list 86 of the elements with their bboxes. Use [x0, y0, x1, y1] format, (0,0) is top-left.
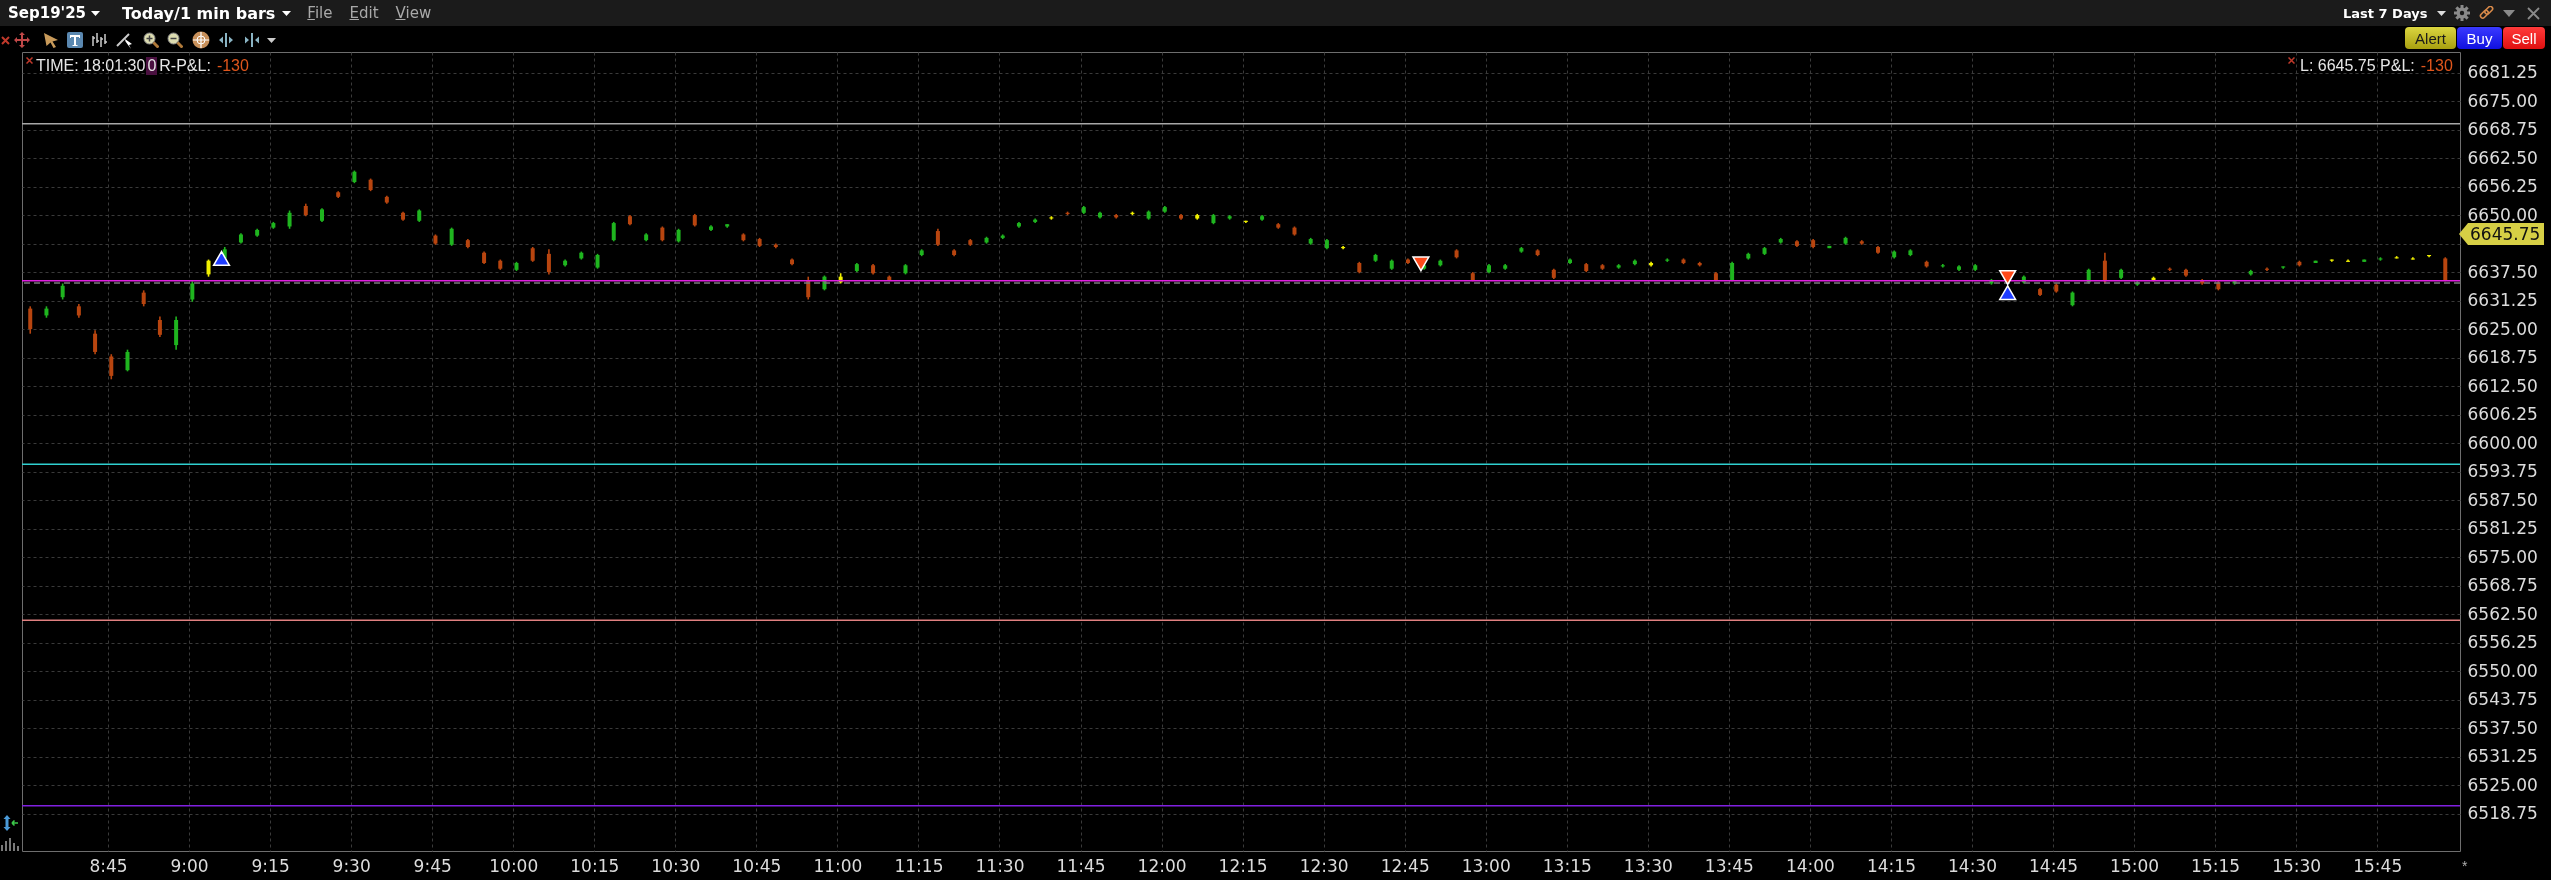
chart-subtitle: Today/1 min bars: [122, 3, 276, 23]
x-tick-label: 12:00: [1137, 855, 1187, 876]
y-tick-label: 6575.00: [2467, 546, 2538, 567]
y-tick-label: 6587.50: [2467, 489, 2538, 510]
x-tick-label: 9:45: [413, 855, 452, 876]
annotation: L: 6645.75 P&L:: [2300, 57, 2415, 75]
x-tick-label: 15:00: [2110, 855, 2160, 876]
y-tick-label: 6600.00: [2467, 432, 2538, 453]
x-tick-label: 9:00: [170, 855, 209, 876]
x-tick-label: 9:15: [251, 855, 290, 876]
x-tick-label: 15:30: [2272, 855, 2322, 876]
y-tick-label: 6631.25: [2467, 290, 2538, 311]
x-tick-label: 11:30: [975, 855, 1025, 876]
x-tick-label: 12:45: [1380, 855, 1430, 876]
point: [1412, 256, 1430, 272]
candlestick: [109, 353, 114, 381]
button: Alert: [2405, 27, 2456, 49]
x-tick-label: 13:00: [1461, 855, 1511, 876]
x-tick-label: 10:00: [489, 855, 539, 876]
y-tick-label: 6537.50: [2467, 717, 2538, 738]
x-tick-label: 11:15: [894, 855, 944, 876]
x-tick-label: 11:00: [813, 855, 863, 876]
x-tick-label: 15:15: [2191, 855, 2241, 876]
y-tick-label: 6625.00: [2467, 318, 2538, 339]
text: *: [2462, 858, 2468, 874]
y-tick-label: 6525.00: [2467, 774, 2538, 795]
y-tick-label: 6550.00: [2467, 660, 2538, 681]
annotation: TIME: 18:01:30: [36, 57, 146, 75]
y-tick-label: 6656.25: [2467, 176, 2538, 197]
text: Edit: [349, 4, 379, 22]
x-tick-label: 12:30: [1299, 855, 1349, 876]
candlestick: [125, 348, 130, 373]
text: View: [395, 4, 432, 22]
x-tick-label: 15:45: [2353, 855, 2403, 876]
x-tick-label: 14:45: [2029, 855, 2079, 876]
point: [212, 250, 231, 267]
y-tick-label: 6518.75: [2467, 803, 2538, 824]
x-tick-label: 9:30: [332, 855, 371, 876]
x-tick-label: 13:15: [1542, 855, 1592, 876]
y-tick-label: 6681.25: [2467, 62, 2538, 83]
x-tick-label: 8:45: [89, 855, 128, 876]
x-tick-label: 10:45: [732, 855, 782, 876]
y-tick-label: 6562.50: [2467, 603, 2538, 624]
text: 6645.75: [2459, 223, 2545, 245]
chart-title: Sep19'25: [8, 4, 87, 22]
x-tick-label: 13:30: [1623, 855, 1673, 876]
y-tick-label: 6581.25: [2467, 518, 2538, 539]
button: Sell: [2503, 27, 2545, 49]
y-tick-label: 6606.25: [2467, 404, 2538, 425]
x-tick-label: 13:45: [1704, 855, 1754, 876]
y-tick-label: 6612.50: [2467, 375, 2538, 396]
text: Last 7 Days: [2343, 5, 2428, 21]
annotation: -130: [2420, 57, 2453, 75]
x-tick-label: 14:15: [1866, 855, 1916, 876]
candlestick: [93, 329, 98, 356]
candlestick: [287, 209, 292, 230]
y-tick-label: 6568.75: [2467, 575, 2538, 596]
annotation: -130: [216, 57, 249, 75]
candlestick: [611, 221, 616, 243]
x-tick-label: 14:30: [1947, 855, 1997, 876]
annotation: R-P&L:: [159, 57, 211, 75]
text: File: [307, 4, 333, 22]
button: Buy: [2457, 27, 2502, 49]
y-tick-label: 6556.25: [2467, 632, 2538, 653]
y-tick-label: 6675.00: [2467, 90, 2538, 111]
y-tick-label: 6637.50: [2467, 261, 2538, 282]
x-tick-label: 11:45: [1056, 855, 1106, 876]
point: [1999, 285, 2017, 301]
candlestick: [449, 226, 454, 247]
y-tick-label: 6531.25: [2467, 746, 2538, 767]
x-tick-label: 14:00: [1785, 855, 1835, 876]
candlestick: [546, 248, 551, 276]
candlestick: [190, 280, 195, 303]
y-tick-label: 6662.50: [2467, 147, 2538, 168]
x-tick-label: 10:30: [651, 855, 701, 876]
point: [1999, 269, 2017, 286]
x-tick-label: 12:15: [1218, 855, 1268, 876]
candlestick: [157, 315, 162, 338]
x-tick-label: 10:15: [570, 855, 620, 876]
annotation: 0: [146, 57, 158, 75]
candlestick: [28, 305, 33, 335]
y-tick-label: 6650.00: [2467, 204, 2538, 225]
y-tick-label: 6668.75: [2467, 119, 2538, 140]
y-tick-label: 6593.75: [2467, 461, 2538, 482]
y-tick-label: 6618.75: [2467, 347, 2538, 368]
y-tick-label: 6543.75: [2467, 689, 2538, 710]
